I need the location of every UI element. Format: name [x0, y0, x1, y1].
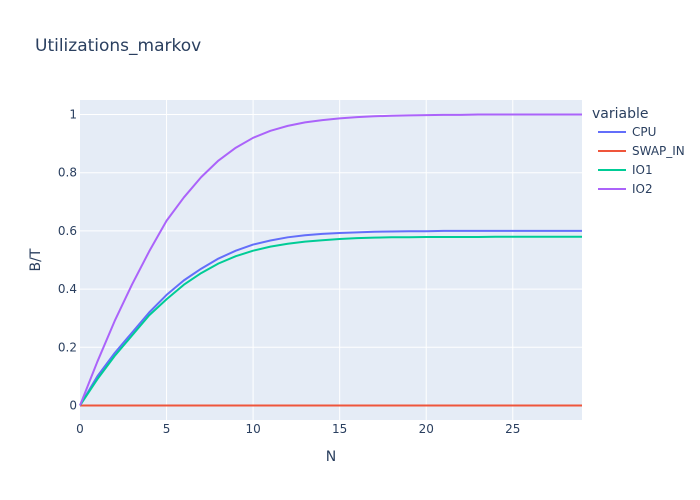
series-line-io2: [79, 113, 582, 406]
legend-label: IO2: [632, 182, 653, 196]
y-tick-label: 0.6: [58, 224, 77, 238]
legend[interactable]: variable CPU SWAP_IN IO1 IO2: [592, 106, 685, 196]
legend-title: variable: [592, 106, 648, 122]
series-lines: [79, 113, 582, 407]
legend-item-io1[interactable]: IO1: [598, 163, 653, 177]
series-line-io1: [79, 235, 582, 407]
x-tick-label: 25: [505, 422, 520, 436]
chart-title: Utilizations_markov: [35, 36, 201, 56]
x-tick-label: 5: [163, 422, 171, 436]
y-tick-label: 0.8: [58, 166, 77, 180]
y-tick-label: 0.4: [58, 282, 77, 296]
x-tick-label: 15: [332, 422, 347, 436]
legend-label: CPU: [632, 125, 656, 139]
legend-label: SWAP_IN: [632, 144, 685, 158]
plot-area: [80, 100, 582, 420]
x-tick-label: 0: [76, 422, 84, 436]
x-axis-title: N: [326, 449, 336, 465]
series-line-cpu: [79, 229, 582, 406]
y-axis-title: B/T: [28, 248, 44, 271]
x-tick-label: 10: [245, 422, 260, 436]
y-axis-ticks: 0 0.2 0.4 0.6 0.8 1: [58, 108, 77, 413]
x-tick-label: 20: [419, 422, 434, 436]
y-tick-label: 0: [69, 398, 77, 412]
x-axis-ticks: 0 5 10 15 20 25: [76, 422, 520, 436]
y-tick-label: 1: [69, 108, 77, 122]
legend-label: IO1: [632, 163, 653, 177]
y-tick-label: 0.2: [58, 340, 77, 354]
legend-item-swap-in[interactable]: SWAP_IN: [598, 144, 685, 158]
legend-item-io2[interactable]: IO2: [598, 182, 653, 196]
legend-item-cpu[interactable]: CPU: [598, 125, 656, 139]
